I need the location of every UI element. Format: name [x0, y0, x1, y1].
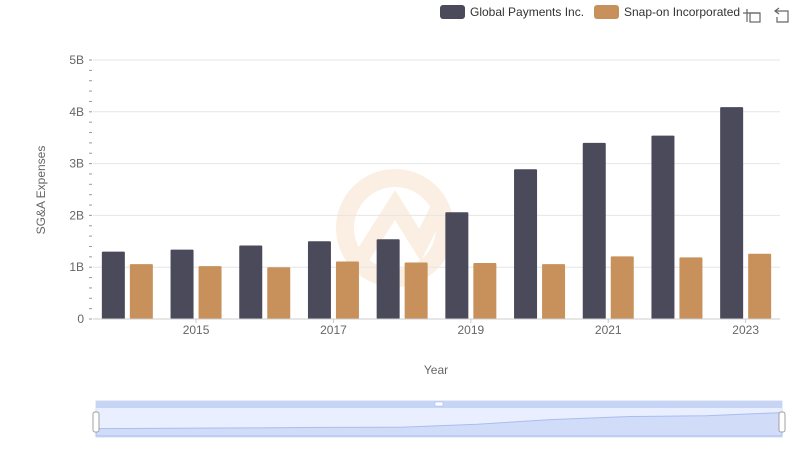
x-tick-label: 2015: [183, 323, 210, 337]
bar-snap-on-2023[interactable]: [748, 253, 772, 319]
bar-global-payments-2023[interactable]: [720, 107, 744, 319]
y-axis-ticks: 0 1B 2B 3B 4B 5B: [69, 53, 84, 326]
legend: Global Payments Inc. Snap-on Incorporate…: [440, 5, 740, 19]
bar-global-payments-2020[interactable]: [514, 169, 538, 319]
bar-global-payments-2018[interactable]: [376, 239, 400, 319]
x-axis-ticks: 2015 2017 2019 2021 2023: [183, 319, 759, 337]
bar-global-payments-2019[interactable]: [445, 212, 469, 319]
y-tick-label: 4B: [69, 105, 84, 119]
legend-label: Global Payments Inc.: [470, 5, 584, 19]
bar-global-payments-2014[interactable]: [101, 251, 125, 319]
legend-swatch: [594, 5, 619, 19]
legend-item-global-payments[interactable]: Global Payments Inc.: [440, 5, 584, 19]
bar-global-payments-2022[interactable]: [651, 135, 675, 319]
data-zoom-slider[interactable]: [92, 400, 786, 438]
bar-snap-on-2022[interactable]: [679, 257, 703, 319]
bar-global-payments-2015[interactable]: [170, 249, 194, 319]
y-tick-label: 1B: [69, 260, 84, 274]
x-tick-label: 2019: [457, 323, 484, 337]
bar-snap-on-2015[interactable]: [198, 266, 222, 319]
x-tick-label: 2017: [320, 323, 347, 337]
bar-global-payments-2017[interactable]: [307, 241, 331, 319]
y-tick-label: 2B: [69, 208, 84, 222]
bar-global-payments-2016[interactable]: [239, 245, 263, 319]
x-axis-title: Year: [424, 363, 448, 377]
bar-snap-on-2017[interactable]: [335, 261, 359, 319]
y-minor-ticks: [89, 59, 92, 320]
slider-grip[interactable]: [434, 401, 444, 407]
y-axis-title: SG&A Expenses: [34, 146, 48, 235]
x-tick-label: 2023: [732, 323, 759, 337]
y-tick-label: 3B: [69, 157, 84, 171]
legend-label: Snap-on Incorporated: [624, 5, 740, 19]
x-tick-label: 2021: [595, 323, 622, 337]
bar-snap-on-2019[interactable]: [473, 263, 497, 319]
y-tick-label: 0: [77, 312, 84, 326]
y-tick-label: 5B: [69, 53, 84, 67]
bars: [101, 107, 772, 319]
bar-snap-on-2016[interactable]: [267, 267, 291, 319]
bar-snap-on-2018[interactable]: [404, 262, 428, 319]
slider-handle-right[interactable]: [778, 411, 786, 433]
bar-snap-on-2020[interactable]: [542, 264, 566, 319]
watermark-mark: [353, 190, 448, 265]
slider-handle-left[interactable]: [92, 411, 100, 433]
restore-icon[interactable]: [774, 7, 789, 23]
zoom-icon[interactable]: [743, 9, 761, 23]
bar-global-payments-2021[interactable]: [582, 142, 606, 319]
bar-snap-on-2021[interactable]: [610, 256, 634, 319]
bar-snap-on-2014[interactable]: [129, 264, 153, 319]
legend-swatch: [440, 5, 465, 19]
legend-item-snap-on[interactable]: Snap-on Incorporated: [594, 5, 740, 19]
